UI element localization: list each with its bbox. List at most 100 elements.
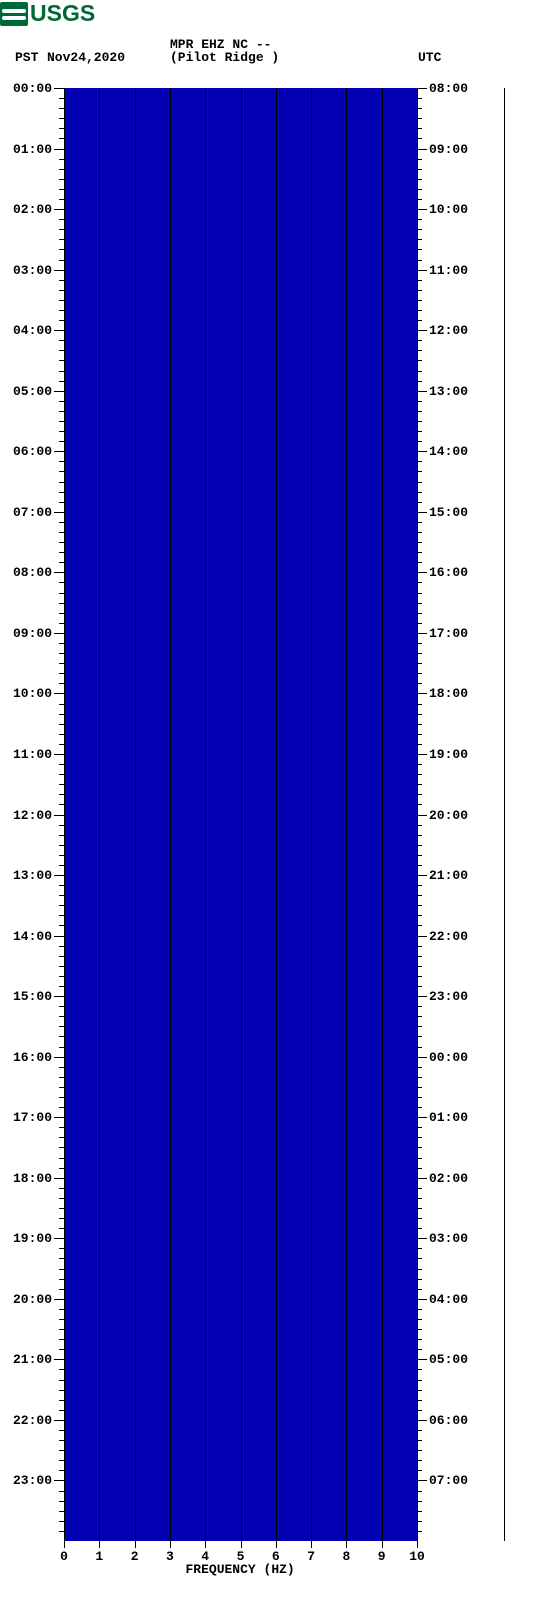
left-minor-tick (59, 1047, 64, 1048)
right-minor-tick (417, 1067, 422, 1068)
left-minor-tick (59, 1107, 64, 1108)
x-gridline (241, 88, 242, 1541)
left-minor-tick (59, 825, 64, 826)
right-minor-tick (417, 613, 422, 614)
right-minor-tick (417, 159, 422, 160)
right-minor-tick (417, 1369, 422, 1370)
right-tick (417, 88, 427, 89)
left-minor-tick (59, 522, 64, 523)
right-tick-label: 10:00 (429, 202, 468, 217)
left-minor-tick (59, 865, 64, 866)
left-minor-tick (59, 371, 64, 372)
left-minor-tick (59, 98, 64, 99)
right-tick-label: 11:00 (429, 263, 468, 278)
left-minor-tick (59, 643, 64, 644)
x-tick-label: 10 (409, 1549, 425, 1564)
right-minor-tick (417, 1380, 422, 1381)
left-minor-tick (59, 683, 64, 684)
right-tick-label: 04:00 (429, 1292, 468, 1307)
right-minor-tick (417, 1410, 422, 1411)
right-minor-tick (417, 1511, 422, 1512)
right-tick (417, 270, 427, 271)
x-tick (135, 1541, 136, 1548)
right-minor-tick (417, 441, 422, 442)
left-minor-tick (59, 179, 64, 180)
left-tick-label: 01:00 (13, 142, 52, 157)
right-minor-tick (417, 532, 422, 533)
left-tick-label: 11:00 (13, 747, 52, 762)
left-tick-label: 23:00 (13, 1473, 52, 1488)
left-minor-tick (59, 1127, 64, 1128)
left-minor-tick (59, 966, 64, 967)
right-minor-tick (417, 552, 422, 553)
x-tick (64, 1541, 65, 1548)
left-minor-tick (59, 653, 64, 654)
right-minor-tick (417, 1501, 422, 1502)
right-minor-tick (417, 189, 422, 190)
left-tick (54, 936, 64, 937)
left-minor-tick (59, 582, 64, 583)
x-tick-label: 3 (166, 1549, 174, 1564)
right-tick (417, 1117, 427, 1118)
left-minor-tick (59, 774, 64, 775)
left-tick (54, 270, 64, 271)
right-tick-label: 03:00 (429, 1231, 468, 1246)
right-tick (417, 875, 427, 876)
right-minor-tick (417, 169, 422, 170)
right-minor-tick (417, 1491, 422, 1492)
left-minor-tick (59, 1491, 64, 1492)
left-tick (54, 391, 64, 392)
x-gridline (382, 88, 383, 1541)
right-minor-tick (417, 683, 422, 684)
right-minor-tick (417, 774, 422, 775)
left-minor-tick (59, 986, 64, 987)
right-tick (417, 1057, 427, 1058)
right-minor-tick (417, 1339, 422, 1340)
right-tick (417, 512, 427, 513)
left-minor-tick (59, 300, 64, 301)
x-tick (346, 1541, 347, 1548)
left-minor-tick (59, 613, 64, 614)
right-minor-tick (417, 260, 422, 261)
left-minor-tick (59, 199, 64, 200)
right-minor-tick (417, 502, 422, 503)
x-tick-label: 6 (272, 1549, 280, 1564)
left-tick (54, 330, 64, 331)
right-minor-tick (417, 229, 422, 230)
right-tick-label: 16:00 (429, 565, 468, 580)
right-minor-tick (417, 966, 422, 967)
left-minor-tick (59, 1147, 64, 1148)
right-tick-label: 05:00 (429, 1352, 468, 1367)
right-minor-tick (417, 179, 422, 180)
left-minor-tick (59, 1329, 64, 1330)
right-minor-tick (417, 623, 422, 624)
right-minor-tick (417, 128, 422, 129)
right-minor-tick (417, 1279, 422, 1280)
left-tick-label: 17:00 (13, 1110, 52, 1125)
left-tick (54, 754, 64, 755)
right-minor-tick (417, 582, 422, 583)
left-minor-tick (59, 925, 64, 926)
right-minor-tick (417, 1470, 422, 1471)
right-minor-tick (417, 1137, 422, 1138)
left-minor-tick (59, 1440, 64, 1441)
left-tick-label: 15:00 (13, 989, 52, 1004)
x-axis-label: FREQUENCY (HZ) (186, 1562, 295, 1577)
left-minor-tick (59, 189, 64, 190)
right-minor-tick (417, 825, 422, 826)
left-minor-tick (59, 673, 64, 674)
left-minor-tick (59, 1228, 64, 1229)
left-minor-tick (59, 734, 64, 735)
right-minor-tick (417, 1248, 422, 1249)
x-tick-label: 8 (342, 1549, 350, 1564)
left-minor-tick (59, 1137, 64, 1138)
left-minor-tick (59, 128, 64, 129)
left-tick-label: 14:00 (13, 929, 52, 944)
right-minor-tick (417, 794, 422, 795)
x-gridline (170, 88, 171, 1541)
x-tick (170, 1541, 171, 1548)
left-tick-label: 12:00 (13, 808, 52, 823)
right-tick-label: 08:00 (429, 81, 468, 96)
right-tick (417, 572, 427, 573)
right-minor-tick (417, 98, 422, 99)
